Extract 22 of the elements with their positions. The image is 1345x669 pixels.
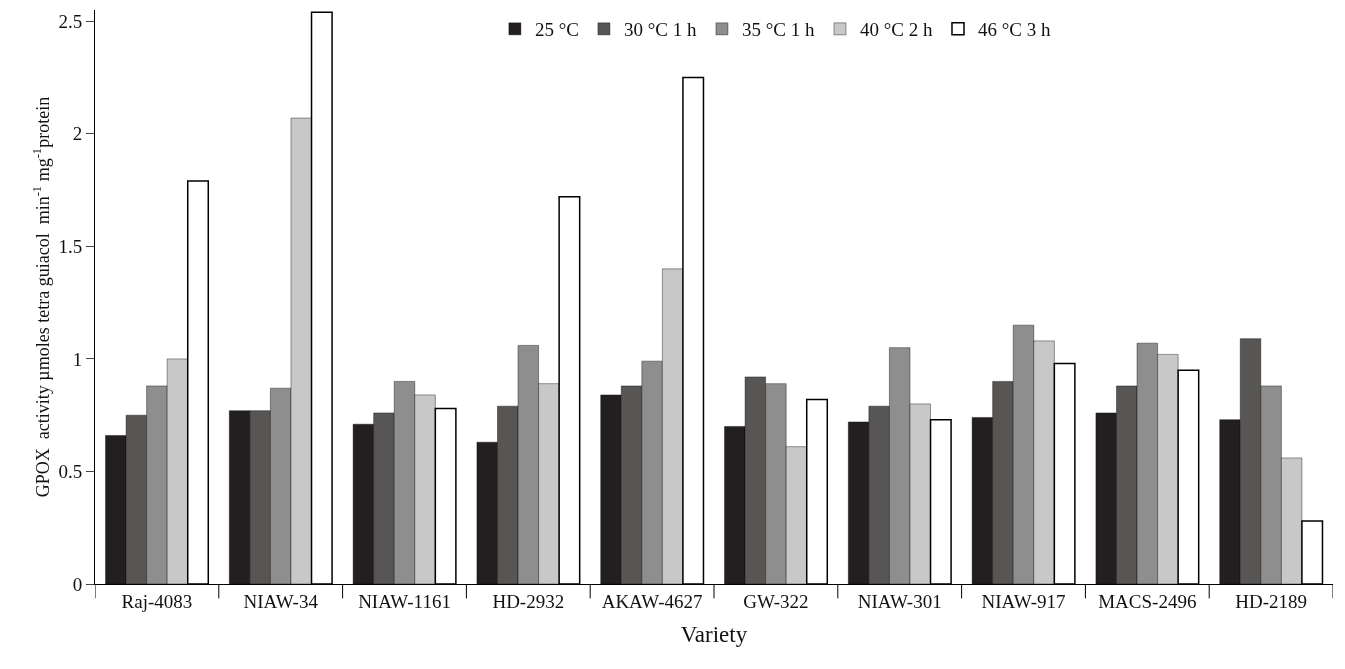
x-tick-label: MACS-2496	[1098, 590, 1197, 612]
legend-label: 46 °C 3 h	[978, 19, 1052, 41]
x-axis-title: Variety	[680, 622, 748, 648]
x-tick-label: NIAW-917	[981, 590, 1066, 612]
x-tick-label: Raj-4083	[121, 590, 193, 612]
x-tick-label: NIAW-1161	[358, 590, 451, 612]
legend-label: 40 °C 2 h	[859, 19, 933, 41]
y-tick-label: 2.5	[58, 10, 83, 32]
y-tick-label: 2	[72, 123, 83, 145]
x-tick-label: GW-322	[743, 590, 809, 612]
legend-label: 25 °C	[534, 19, 579, 41]
x-tick-label: HD-2932	[492, 590, 565, 612]
x-tick-label: AKAW-4627	[601, 590, 703, 612]
y-tick-label: 1	[72, 348, 83, 370]
y-tick-label: 0	[72, 573, 83, 595]
y-tick-label: 1.5	[58, 236, 83, 257]
x-tick-label: NIAW-301	[857, 590, 942, 612]
x-tick-label: HD-2189	[1235, 590, 1307, 612]
legend-label: 30 °C 1 h	[623, 19, 697, 41]
y-tick-label: 0.5	[58, 461, 83, 483]
legend-label: 35 °C 1 h	[741, 19, 815, 41]
x-tick-label: NIAW-34	[243, 590, 319, 612]
